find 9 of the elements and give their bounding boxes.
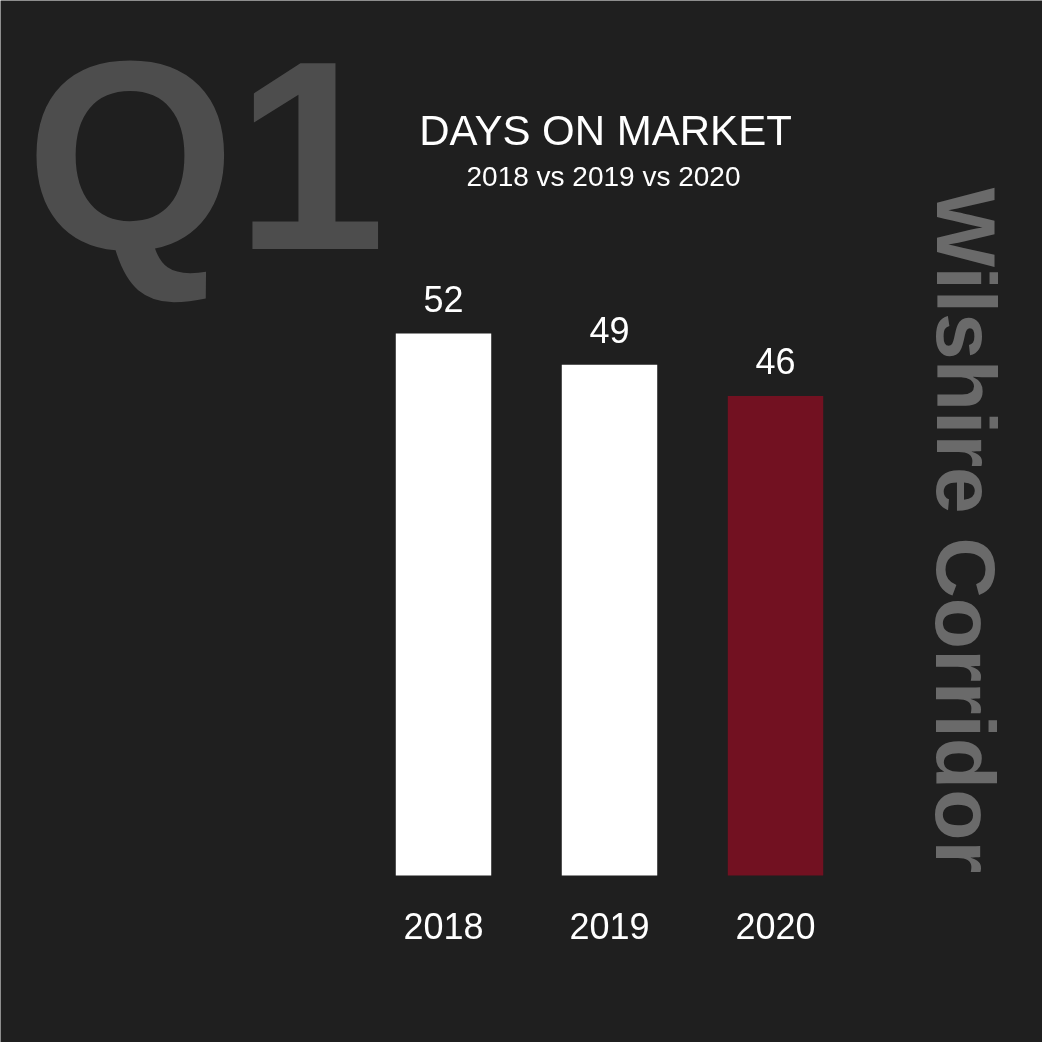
chart-subtitle: 2018 vs 2019 vs 2020 — [466, 161, 741, 192]
x-tick-label: 2018 — [403, 905, 484, 947]
data-label: 52 — [423, 278, 464, 320]
x-tick-label: 2019 — [569, 905, 650, 947]
data-label: 46 — [755, 341, 796, 383]
x-tick-label: 2020 — [735, 905, 816, 947]
text: Wilshire Corridor — [918, 187, 1013, 874]
chart-title: DAYS ON MARKET — [419, 107, 792, 154]
data-label: 49 — [589, 309, 630, 351]
